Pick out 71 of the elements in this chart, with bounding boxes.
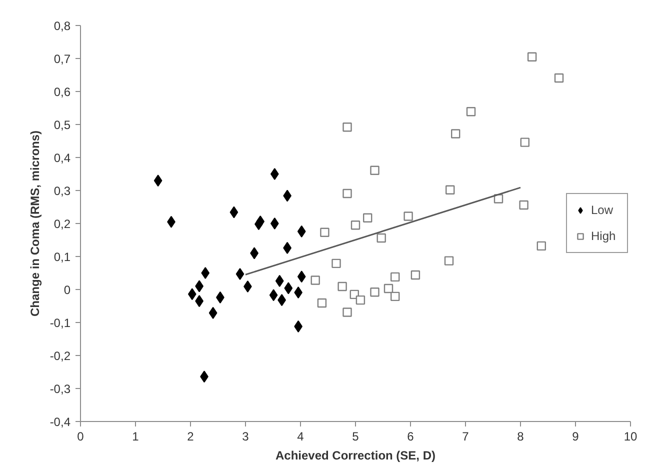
x-tick-label: 6 (407, 430, 414, 444)
x-tick-label: 5 (352, 430, 360, 444)
point (284, 282, 293, 294)
y-tick-label: 0,1 (54, 250, 71, 264)
point (466, 107, 476, 116)
legend-label: High (591, 229, 617, 243)
point (208, 306, 218, 319)
point (275, 274, 284, 287)
point (332, 258, 341, 268)
x-tick-label: 3 (242, 430, 250, 444)
point (297, 225, 306, 238)
x-tick-label: 0 (77, 430, 84, 444)
x-tick-label: 8 (517, 430, 524, 444)
point (236, 268, 244, 280)
y-tick-label: 0,8 (54, 19, 71, 33)
point (370, 288, 380, 297)
point (256, 216, 265, 228)
y-tick-label: 0,5 (54, 118, 71, 132)
point (404, 212, 413, 221)
point (410, 270, 420, 280)
y-tick-label: 0,2 (54, 217, 71, 231)
x-tick-label: 9 (572, 430, 580, 444)
y-tick-label: 0 (64, 283, 71, 297)
point (270, 218, 279, 230)
point (188, 288, 196, 300)
y-tick-label: 0,4 (54, 151, 71, 165)
point (519, 200, 528, 210)
x-axis-title: Achieved Correction (SE, D) (275, 448, 436, 462)
point (350, 220, 360, 230)
point (446, 185, 455, 194)
point (342, 188, 352, 198)
point (520, 138, 530, 147)
y-tick-label: -0,2 (50, 349, 71, 363)
point (201, 267, 210, 279)
x-tick-label: 10 (624, 430, 638, 444)
point (230, 206, 238, 218)
point (356, 295, 366, 305)
point (297, 270, 306, 283)
x-tick-label: 1 (132, 430, 140, 444)
point (317, 298, 327, 308)
x-tick-label: 4 (297, 430, 304, 444)
point (376, 233, 386, 243)
point (390, 272, 400, 282)
point (310, 276, 320, 285)
point (554, 73, 564, 83)
y-tick-label: 0,6 (54, 85, 71, 99)
point (527, 52, 537, 62)
legend-label: Low (591, 203, 614, 217)
y-tick-label: 0,3 (54, 184, 71, 198)
y-tick-label: -0,4 (50, 415, 71, 429)
x-tick-label: 2 (187, 430, 194, 444)
point (154, 174, 162, 187)
y-tick-label: -0,3 (50, 382, 71, 396)
point (390, 292, 400, 302)
point (342, 308, 352, 317)
point (494, 194, 504, 204)
point (370, 166, 380, 175)
point (384, 284, 394, 294)
point (342, 122, 352, 132)
point (338, 282, 347, 292)
point (270, 168, 279, 180)
point (444, 256, 454, 266)
point (320, 228, 330, 238)
point (451, 129, 460, 138)
y-tick-label: -0,1 (50, 316, 71, 330)
x-tick-label: 7 (462, 430, 470, 444)
y-tick-label: 0,7 (54, 52, 71, 66)
point (536, 241, 546, 251)
y-axis-title: Change in Coma (RMS, microns) (28, 130, 42, 317)
point (269, 289, 278, 302)
point (363, 213, 372, 222)
